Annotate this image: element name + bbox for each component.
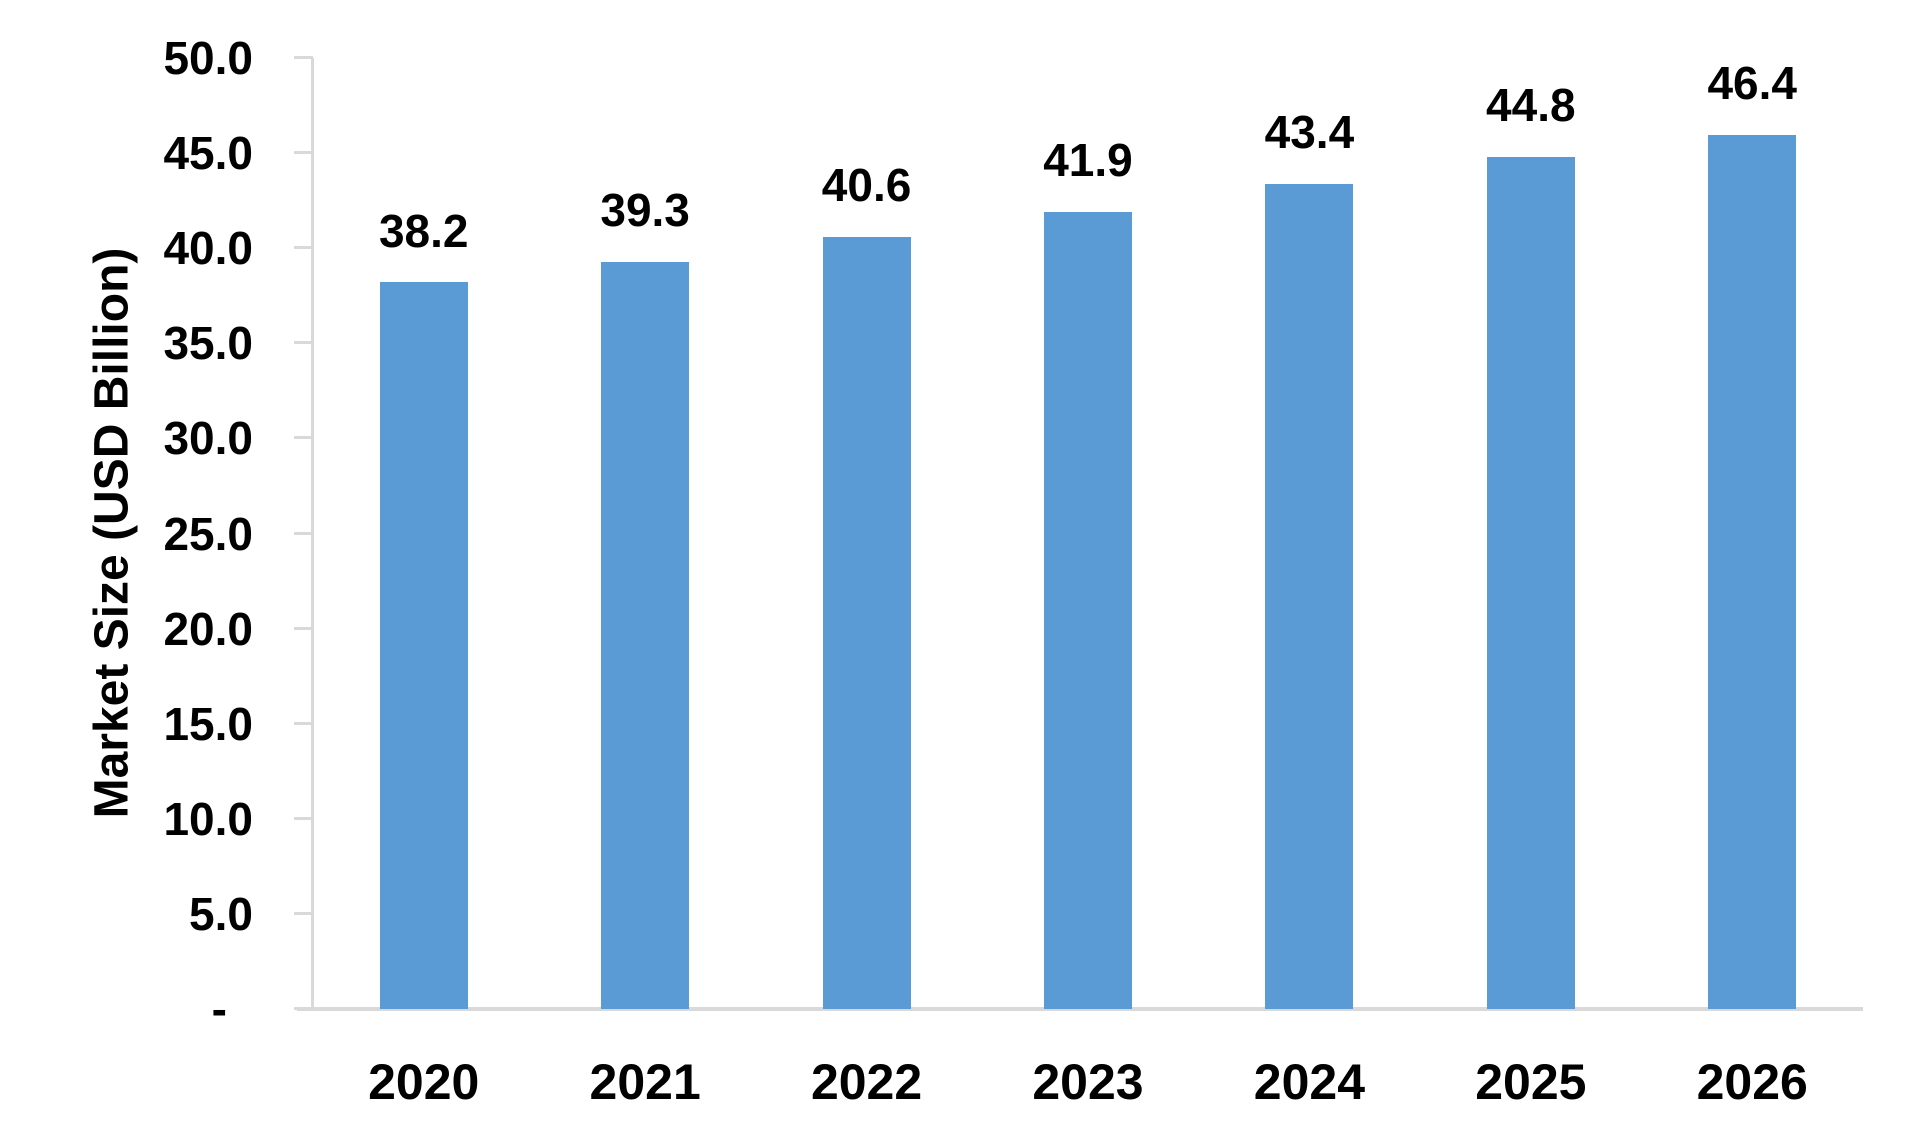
x-axis-label: 2024 xyxy=(1253,1054,1366,1110)
y-axis-tick-label: 45.0 xyxy=(163,127,253,180)
bar-slot: 38.2 xyxy=(313,58,534,1009)
bar-slot: 39.3 xyxy=(534,58,755,1009)
y-axis-tick-mark xyxy=(294,341,313,345)
x-axis-label: 2021 xyxy=(589,1054,701,1110)
bar-slot: 46.4 xyxy=(1642,58,1863,1009)
x-axis-labels: 2020 2021 2022 2023 2024 2025 2026 xyxy=(313,1011,1863,1110)
y-axis-tick-label: 15.0 xyxy=(163,697,253,750)
x-axis-label: 2022 xyxy=(810,1054,923,1110)
bar-value-label: 41.9 xyxy=(1043,134,1133,187)
bar-value-label: 40.6 xyxy=(821,159,912,212)
x-axis-label: 2020 xyxy=(368,1054,480,1110)
bar-slot: 44.8 xyxy=(1420,58,1641,1009)
y-axis-tick-label: 35.0 xyxy=(163,317,253,370)
bar-value-label: 44.8 xyxy=(1486,79,1576,132)
bar-value-label: 46.4 xyxy=(1707,57,1797,109)
bar-value-label: 39.3 xyxy=(600,183,690,236)
x-axis-line xyxy=(297,1007,1863,1011)
y-axis-tick-label: 30.0 xyxy=(163,412,253,465)
bar-2023 xyxy=(1043,212,1132,1009)
y-axis-tick-mark xyxy=(294,56,313,59)
bar-2022 xyxy=(822,236,911,1009)
bar-slot: 40.6 xyxy=(756,58,977,1009)
bar-value-label: 38.2 xyxy=(378,204,469,257)
y-axis-tick-label: 20.0 xyxy=(163,602,253,655)
x-axis-label: 2025 xyxy=(1475,1054,1587,1110)
plot-area: 38.2 39.3 40.6 41.9 43.4 44.8 46.4 xyxy=(313,58,1863,1009)
y-axis-tick-label: 40.0 xyxy=(163,222,253,275)
bar-slot: 41.9 xyxy=(977,58,1198,1009)
y-axis-tick-mark xyxy=(294,626,313,630)
y-axis-tick-mark xyxy=(294,816,313,820)
y-axis-tick-mark xyxy=(294,721,313,725)
bar-2025 xyxy=(1486,156,1575,1009)
bar-2020 xyxy=(379,282,468,1009)
y-axis-tick-mark xyxy=(294,246,313,250)
y-axis-tick-mark xyxy=(294,436,313,440)
bar-2021 xyxy=(601,261,690,1009)
bar-value-label: 43.4 xyxy=(1264,105,1355,158)
y-axis-tick-label: 10.0 xyxy=(163,792,253,845)
y-axis-tick-label: 5.0 xyxy=(189,887,253,940)
y-axis-tick-label: - xyxy=(211,983,227,1035)
y-axis-tick-mark xyxy=(294,151,313,155)
y-axis-line xyxy=(311,58,314,1011)
y-axis-tick-label: 25.0 xyxy=(163,507,253,560)
y-axis-tick-label: 50.0 xyxy=(163,32,253,84)
bar-2024 xyxy=(1265,183,1354,1009)
x-axis-label: 2026 xyxy=(1696,1054,1808,1110)
y-axis-tick-mark xyxy=(294,531,313,535)
y-axis-tick-mark xyxy=(294,911,313,915)
x-axis-label: 2023 xyxy=(1032,1054,1144,1110)
bar-slot: 43.4 xyxy=(1199,58,1420,1009)
bar-2026 xyxy=(1708,134,1797,1009)
